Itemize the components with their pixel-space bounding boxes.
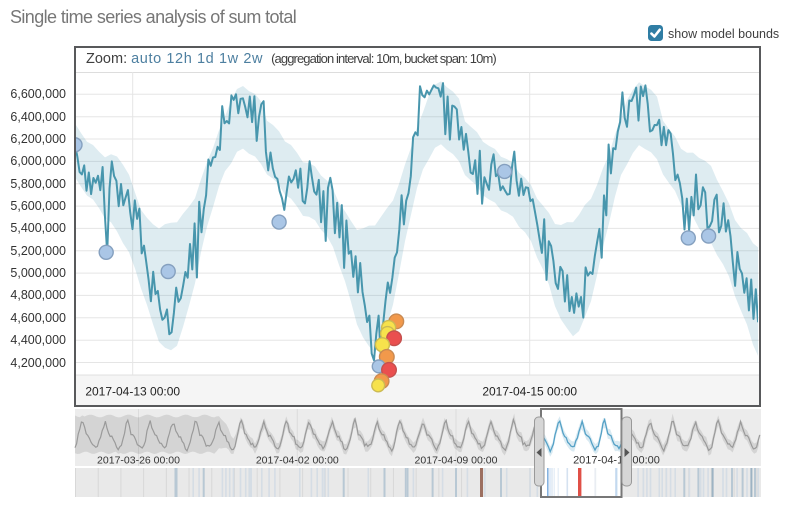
svg-text:2017-04-16 00:00: 2017-04-16 00:00 [573,455,660,467]
svg-text:2017-03-26 00:00: 2017-03-26 00:00 [97,455,180,467]
svg-text:2017-04-09 00:00: 2017-04-09 00:00 [415,455,498,467]
svg-text:2017-04-02 00:00: 2017-04-02 00:00 [256,455,339,467]
svg-text:2017-04-13 00:00: 2017-04-13 00:00 [85,385,180,399]
svg-text:2017-04-15 00:00: 2017-04-15 00:00 [482,385,577,399]
